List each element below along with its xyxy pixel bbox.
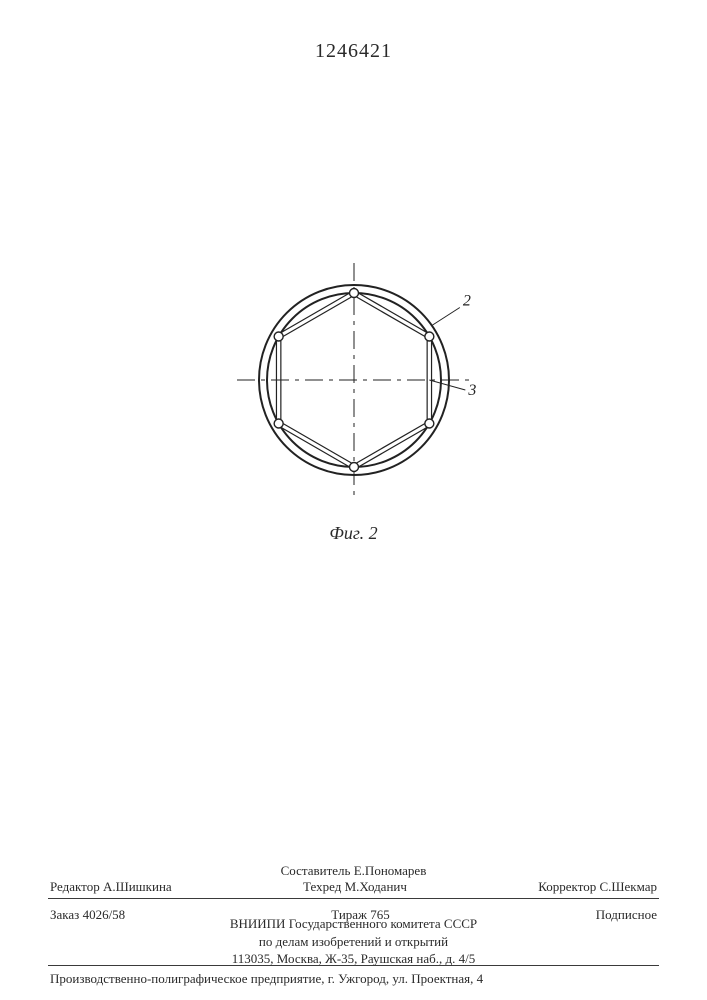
figure-2: 23 Фиг. 2 xyxy=(0,250,707,544)
svg-text:2: 2 xyxy=(462,293,470,310)
editor: Редактор А.Шишкина xyxy=(50,878,172,896)
figure-caption: Фиг. 2 xyxy=(0,523,707,544)
tech-editor: Техред М.Ходанич xyxy=(303,878,407,896)
printer-line: Производственно-полиграфическое предприя… xyxy=(50,970,657,988)
svg-text:3: 3 xyxy=(467,382,476,399)
corrector: Корректор С.Шекмар xyxy=(538,878,657,896)
divider-1 xyxy=(48,898,659,899)
compiler-name: Е.Пономарев xyxy=(354,863,427,878)
compiler-line: Составитель Е.Пономарев xyxy=(50,862,657,880)
credits-row: Редактор А.Шишкина Техред М.Ходанич Корр… xyxy=(50,878,657,896)
patent-number: 1246421 xyxy=(0,40,707,63)
institution-block: ВНИИПИ Государственного комитета СССР по… xyxy=(50,915,657,968)
divider-2 xyxy=(48,965,659,966)
compiler-label: Составитель xyxy=(281,863,351,878)
institution-line-1: ВНИИПИ Государственного комитета СССР xyxy=(50,915,657,933)
diagram-svg: 23 xyxy=(224,250,484,510)
institution-line-2: по делам изобретений и открытий xyxy=(50,933,657,951)
